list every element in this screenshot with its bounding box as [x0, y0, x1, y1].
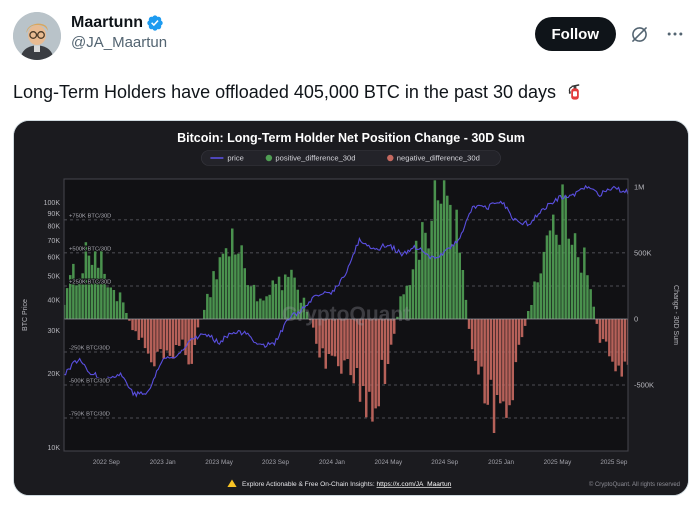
more-button[interactable] [663, 22, 687, 46]
chart-title: Bitcoin: Long-Term Holder Net Position C… [177, 131, 525, 145]
warning-icon [227, 479, 237, 487]
chart-copyright: © CryptoQuant. All rights reserved [589, 481, 680, 488]
chart-media[interactable]: CryptoQuant +750K BTC/30D +500K BTC/30D +25… [13, 120, 689, 496]
svg-text:2024 May: 2024 May [374, 459, 403, 466]
net-change-bars [64, 180, 628, 433]
avatar[interactable] [13, 12, 61, 60]
svg-text:+750K BTC/30D: +750K BTC/30D [69, 213, 111, 219]
svg-text:10K: 10K [48, 445, 61, 452]
tweet-header: Maartunn @JA_Maartun Follow [13, 12, 687, 60]
svg-text:90K: 90K [48, 211, 61, 218]
svg-text:70K: 70K [48, 238, 61, 245]
verified-badge-icon [146, 14, 164, 32]
svg-text:80K: 80K [48, 224, 61, 231]
svg-text:30K: 30K [48, 328, 61, 335]
svg-text:2023 May: 2023 May [205, 459, 234, 466]
svg-text:-250K BTC/30D: -250K BTC/30D [69, 346, 110, 352]
svg-text:60K: 60K [48, 254, 61, 261]
svg-text:20K: 20K [48, 371, 61, 378]
svg-text:100K: 100K [44, 200, 61, 207]
left-axis-title: BTC Price [22, 299, 29, 331]
svg-text:2025 Sep: 2025 Sep [600, 459, 627, 466]
right-axis-title: Change - 30D Sum [672, 285, 679, 345]
svg-text:2022 Sep: 2022 Sep [93, 459, 120, 466]
svg-text:50K: 50K [48, 274, 61, 281]
svg-text:2024 Jan: 2024 Jan [319, 459, 345, 466]
grok-icon [629, 24, 650, 45]
svg-text:500K: 500K [634, 248, 652, 257]
more-icon [665, 24, 685, 44]
svg-text:2023 Sep: 2023 Sep [262, 459, 289, 466]
svg-text:2025 May: 2025 May [544, 459, 573, 466]
chart: CryptoQuant +750K BTC/30D +500K BTC/30D +25… [14, 121, 688, 495]
svg-text:0: 0 [634, 315, 638, 324]
author-name[interactable]: Maartunn [71, 14, 143, 31]
tweet: Maartunn @JA_Maartun Follow [13, 12, 689, 496]
header-actions: Follow [534, 12, 688, 51]
chart-footer-note: Explore Actionable & Free On-Chain Insig… [242, 481, 452, 488]
svg-text:price: price [227, 154, 243, 163]
svg-text:-750K BTC/30D: -750K BTC/30D [69, 412, 110, 418]
svg-text:-500K: -500K [634, 381, 654, 390]
price-line [64, 184, 628, 398]
follow-button[interactable]: Follow [534, 17, 616, 51]
svg-text:negative_difference_30d: negative_difference_30d [397, 154, 480, 163]
author-block: Maartunn @JA_Maartun [71, 12, 167, 51]
watermark: CryptoQuant [282, 303, 410, 326]
grok-button[interactable] [627, 22, 652, 47]
svg-text:2025 Jan: 2025 Jan [488, 459, 514, 466]
tweet-text: Long-Term Holders have offloaded 405,000… [13, 80, 687, 104]
fire-extinguisher-icon [556, 82, 585, 102]
avatar-image [13, 12, 61, 60]
chart-legend [201, 150, 501, 166]
tweet-text-content: Long-Term Holders have offloaded 405,000… [13, 82, 557, 102]
svg-text:+250K BTC/30D: +250K BTC/30D [69, 280, 111, 286]
svg-text:positive_difference_30d: positive_difference_30d [275, 154, 355, 163]
svg-text:+500K BTC/30D: +500K BTC/30D [69, 246, 111, 252]
svg-text:40K: 40K [48, 297, 61, 304]
svg-text:2023 Jan: 2023 Jan [150, 459, 176, 466]
svg-text:-500K BTC/30D: -500K BTC/30D [69, 379, 110, 385]
svg-text:2024 Sep: 2024 Sep [431, 459, 458, 466]
author-handle[interactable]: @JA_Maartun [71, 34, 168, 51]
svg-text:1M: 1M [634, 182, 644, 191]
